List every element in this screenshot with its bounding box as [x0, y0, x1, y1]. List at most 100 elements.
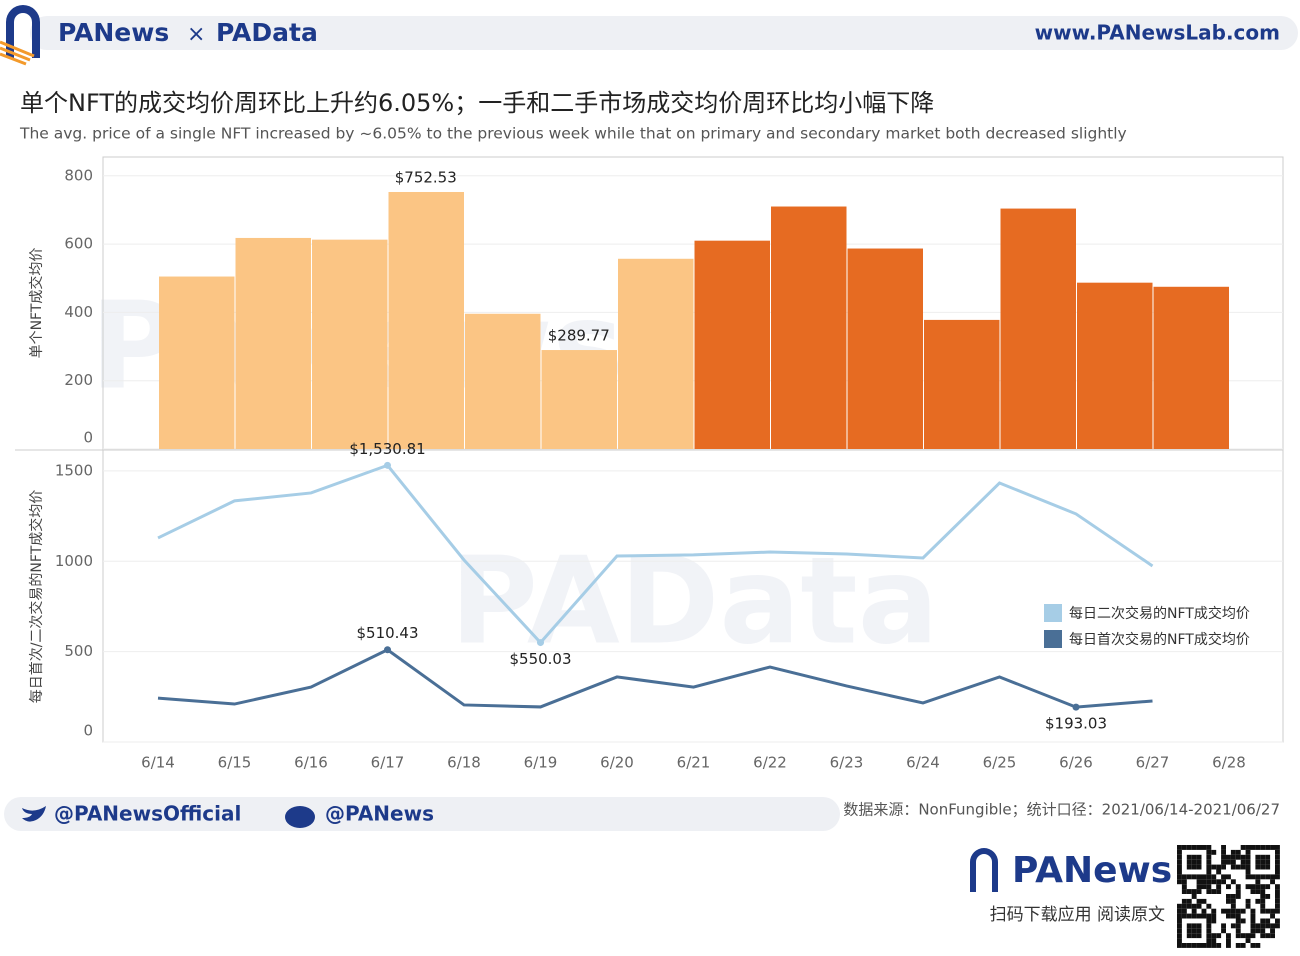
qr-cell	[1235, 933, 1241, 939]
point	[384, 646, 391, 654]
qr-cell	[1191, 894, 1197, 899]
qr-cell	[1211, 913, 1217, 919]
qr-cell	[1206, 889, 1212, 894]
qr-cell	[1240, 908, 1246, 914]
qr-cell	[1235, 849, 1241, 855]
qr-cell	[1275, 849, 1280, 855]
line	[157, 648, 1153, 709]
qr-cell	[1206, 879, 1212, 885]
qr-cell	[1201, 943, 1207, 948]
qr-cell	[1270, 874, 1275, 880]
qr-cell	[1186, 913, 1192, 919]
qr-cell	[1221, 849, 1226, 855]
qr-cell	[1177, 933, 1182, 939]
qr-cell	[1275, 889, 1280, 894]
logo-arch	[970, 848, 998, 892]
footer-bar	[4, 797, 840, 831]
qr-cell	[1235, 908, 1241, 914]
x-tick-label: 6/16	[294, 754, 328, 772]
data-label: $193.03	[1045, 715, 1107, 733]
bar	[1153, 286, 1229, 449]
qr-cell	[1226, 898, 1231, 904]
qr-cell	[1235, 943, 1241, 948]
twitter-icon	[22, 806, 46, 822]
legend-label: 每日首次交易的NFT成交均价	[1069, 631, 1250, 648]
legend-swatch	[1044, 604, 1062, 622]
qr-cell	[1191, 874, 1197, 880]
qr-cell	[1260, 894, 1266, 899]
qr-cell	[1206, 943, 1212, 948]
qr-cell	[1255, 923, 1261, 929]
qr-cell	[1230, 854, 1236, 860]
qr-cell	[1265, 894, 1271, 899]
qr-cell	[1275, 894, 1280, 899]
point	[1072, 703, 1080, 711]
qr-cell	[1270, 845, 1275, 850]
qr-cell	[1270, 923, 1275, 929]
qr-cell	[1275, 884, 1280, 890]
qr-cell	[1255, 943, 1261, 948]
qr-cell	[1196, 845, 1202, 850]
qr-cell	[1216, 943, 1222, 948]
x-tick-label: 6/20	[600, 754, 634, 772]
logo-arch	[6, 5, 40, 58]
qr-cell	[1226, 894, 1231, 899]
qr-cell	[1260, 864, 1266, 870]
qr-cell	[1201, 898, 1207, 904]
data-label: $752.53	[395, 168, 457, 186]
qr-cell	[1250, 884, 1256, 890]
bar	[1077, 282, 1153, 449]
qr-cell	[1177, 913, 1182, 919]
y-tick-label: 500	[64, 642, 93, 660]
x-tick-label: 6/23	[830, 754, 864, 772]
qr-cell	[1206, 874, 1212, 880]
qr-cell	[1270, 908, 1275, 914]
qr-cell	[1250, 943, 1256, 948]
qr-cell	[1260, 859, 1266, 865]
qr-cell	[1216, 879, 1222, 885]
qr-cell	[1250, 933, 1256, 939]
qr-cell	[1181, 884, 1187, 890]
qr-cell	[1255, 854, 1261, 860]
qr-cell	[1196, 874, 1202, 880]
legend-swatch	[1044, 630, 1062, 648]
x-tick-label: 6/24	[906, 754, 940, 772]
line	[157, 463, 1154, 645]
title: 单个NFT的成交均价周环比上升约6.05%；一手和二手市场成交均价周环比均小幅下…	[20, 89, 934, 117]
qr-cell	[1201, 908, 1207, 914]
brand: PAData	[216, 18, 318, 47]
qr-cell	[1177, 879, 1182, 885]
qr-cell	[1191, 908, 1197, 914]
qr-cell	[1275, 854, 1280, 860]
qr-cell	[1260, 845, 1266, 850]
data-label: $1,530.81	[349, 440, 425, 458]
bar	[618, 258, 694, 449]
qr-cell	[1181, 908, 1187, 914]
qr-cell	[1191, 889, 1197, 894]
qr-cell	[1260, 923, 1266, 929]
qr-cell	[1265, 884, 1271, 890]
qr-cell	[1221, 908, 1226, 914]
qr-cell	[1230, 908, 1236, 914]
qr-cell	[1240, 864, 1246, 870]
qr-cell	[1221, 928, 1226, 934]
qr-cell	[1245, 874, 1251, 880]
y-axis-label: 每日首次/二次交易的NFT成交均价	[28, 490, 45, 704]
qr-cell	[1181, 913, 1187, 919]
qr-cell	[1196, 928, 1202, 934]
x-tick-label: 6/27	[1136, 754, 1170, 772]
qr-cell	[1206, 933, 1212, 939]
qr-cell	[1226, 884, 1231, 890]
qr-cell	[1235, 913, 1241, 919]
qr-cell	[1191, 854, 1197, 860]
qr-cell	[1206, 884, 1212, 890]
qr-cell	[1211, 849, 1217, 855]
data-label: $289.77	[548, 327, 610, 345]
qr-cell	[1250, 913, 1256, 919]
qr-cell	[1206, 845, 1212, 850]
qr-cell	[1181, 889, 1187, 894]
qr-cell	[1230, 913, 1236, 919]
qr-cell	[1206, 864, 1212, 870]
qr-cell	[1201, 913, 1207, 919]
